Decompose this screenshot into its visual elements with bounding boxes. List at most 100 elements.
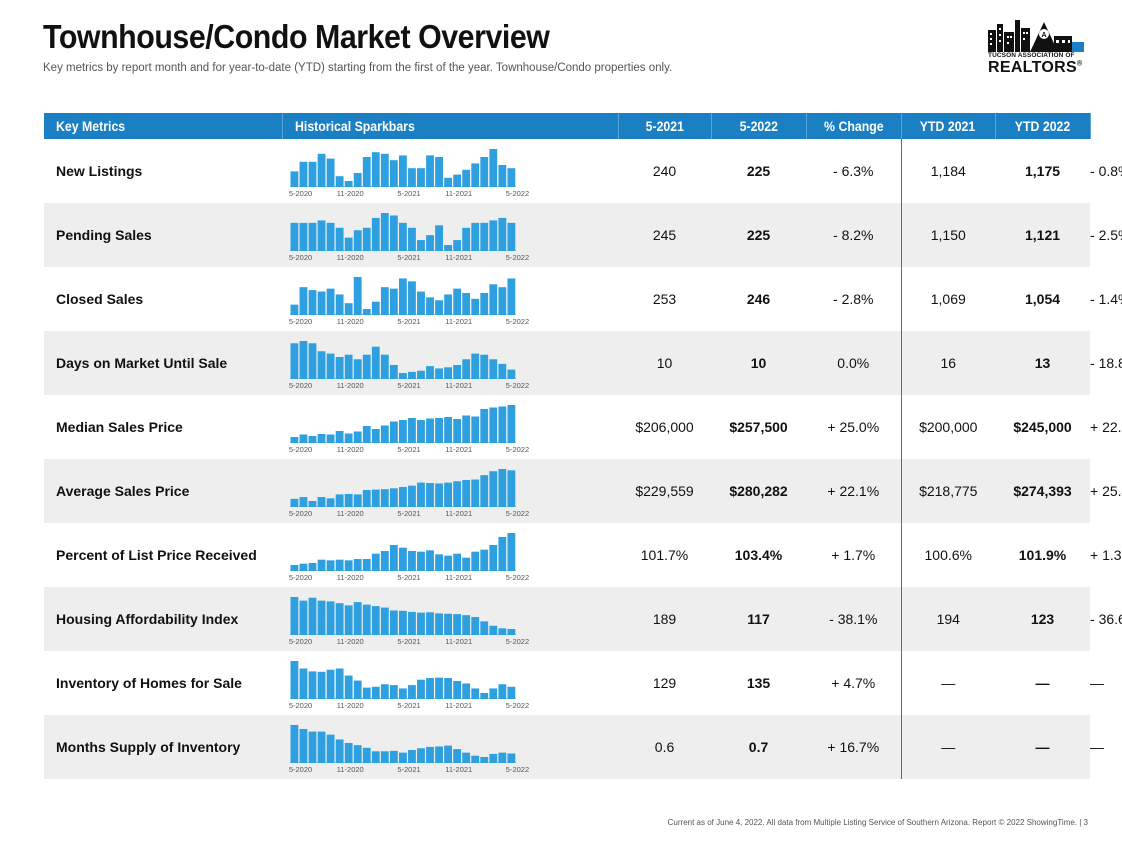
sparkbar-area [290,467,520,507]
spark-bar [507,168,516,187]
table-row: Pending Sales 5-2020 11-2020 5-2021 11-2021 5… [44,203,1122,267]
value-ytd-2022: 13 [995,331,1091,395]
spark-bar [444,555,453,571]
tick-label: 11-2021 [445,573,473,582]
metric-name: Average Sales Price [44,459,282,523]
tick-label: 5-2022 [505,253,530,262]
spark-bar [380,684,389,699]
spark-bar [489,407,498,443]
value-5-2021: 129 [652,675,677,691]
spark-bar [435,677,443,699]
spark-bar [498,752,507,763]
spark-bar [389,160,398,187]
spark-bar [380,213,389,251]
spark-bar [489,545,498,571]
spark-bar [308,731,317,763]
metric-name: Housing Affordability Index [44,587,282,651]
tick-label: 5-2021 [397,765,421,774]
value-ytd-2022: 1,121 [995,203,1091,267]
value-pct-change: + 1.7% [831,547,876,563]
spark-bar [326,560,335,571]
spark-bar [362,426,371,443]
sparkbar-ticks: 5-2020 11-2020 5-2021 11-2021 5-2022 [288,189,529,199]
sparkbar-cell: 5-2020 11-2020 5-2021 11-2021 5-2022 [282,331,619,395]
tick-label: 5-2020 [288,701,313,710]
value-pct-change: + 25.0% [827,419,880,435]
value-ytd-2021: 1,069 [900,267,996,331]
spark-bar [317,497,326,507]
spark-bar [453,481,462,507]
spark-bar [408,168,416,187]
spark-bar [326,669,335,699]
sparkbar-svg [290,661,516,699]
spark-bar [362,490,371,507]
sparkbar-chart: 5-2020 11-2020 5-2021 11-2021 5-2022 [289,715,529,779]
spark-bar [462,227,471,251]
sparkbar-cell: 5-2020 11-2020 5-2021 11-2021 5-2022 [282,203,619,267]
page-title: Townhouse/Condo Market Overview [43,18,550,55]
tick-label: 11-2021 [445,253,473,262]
tick-label: 5-2020 [288,189,313,198]
spark-bar [308,343,317,379]
spark-bar [353,431,362,443]
spark-bar [398,155,407,187]
spark-bar [290,597,299,635]
spark-bar [299,497,308,507]
value-ytd-2021: 1,184 [900,139,996,203]
tick-label: 5-2020 [288,509,313,518]
sparkbar-svg [290,597,516,635]
spark-bar [426,155,434,187]
sparkbar-cell: 5-2020 11-2020 5-2021 11-2021 5-2022 [282,459,619,523]
spark-bar [335,739,344,763]
spark-bar [380,354,389,379]
spark-bar [507,222,516,251]
spark-bar [389,288,398,315]
sparkbar-area [290,147,520,187]
tick-label: 11-2021 [445,765,473,774]
spark-bar [317,731,326,763]
spark-bar [480,293,489,315]
spark-bar [480,222,489,251]
tick-label: 5-2021 [397,701,421,710]
spark-bar [462,359,471,379]
spark-bar [507,629,516,635]
spark-bar [480,549,489,571]
spark-bar [362,604,371,635]
metric-name: Closed Sales [56,291,144,307]
spark-bar [462,752,471,763]
metric-name: Pending Sales [44,203,282,267]
footer-note: Current as of June 4, 2022. All data fro… [667,818,1088,827]
sparkbar-svg [290,469,516,507]
tick-label: 11-2020 [336,637,364,646]
value-pct-change: + 22.1% [806,459,902,523]
spark-bar [462,169,471,187]
tick-label: 11-2020 [336,445,364,454]
spark-bar [389,610,398,635]
spark-bar [408,281,416,315]
spark-bar [408,371,416,379]
spark-bar [362,309,371,315]
spark-bar [489,284,498,315]
value-ytd-2022: — [1035,675,1050,691]
spark-bar [380,153,389,187]
spark-bar [462,479,471,507]
svg-text:A: A [1042,32,1047,39]
tick-label: 5-2021 [397,189,421,198]
spark-bar [417,168,425,187]
value-pct-change: + 4.7% [831,675,876,691]
spark-bar [480,157,489,187]
spark-bar [507,753,516,763]
spark-bar [362,227,371,251]
sparkbar-area [290,531,520,571]
spark-bar [317,671,326,699]
spark-bar [371,217,380,251]
sparkbar-ticks: 5-2020 11-2020 5-2021 11-2021 5-2022 [289,253,529,263]
tick-label: 11-2021 [445,509,473,518]
value-5-2022: $257,500 [729,419,788,435]
value-5-2022: 0.7 [711,715,807,779]
tick-label: 5-2022 [505,445,530,454]
spark-bar [371,301,380,315]
spark-bar [362,687,371,699]
value-ytd-2021: $200,000 [900,395,996,459]
spark-bar [353,359,362,379]
